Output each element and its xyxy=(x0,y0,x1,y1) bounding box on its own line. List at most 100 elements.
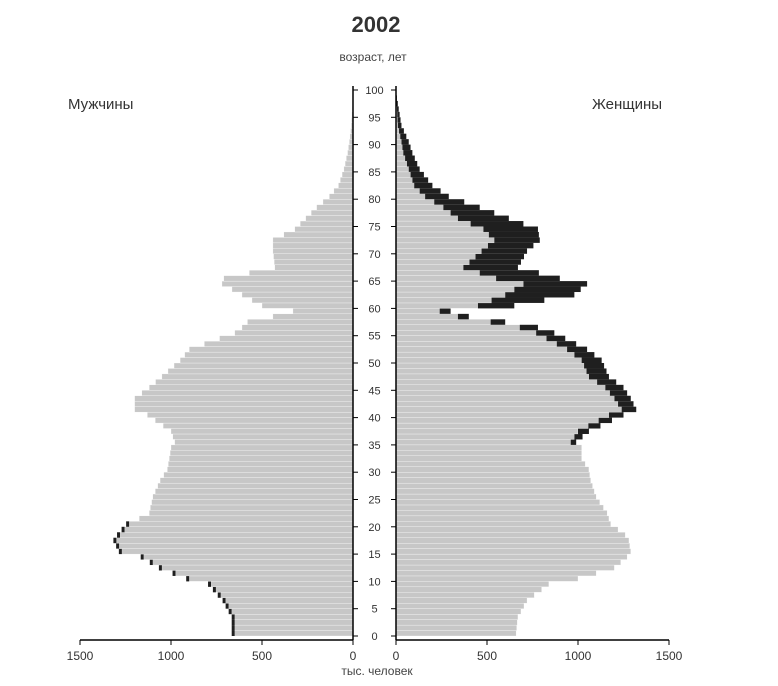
men-bar-age-77 xyxy=(310,209,354,216)
women-excess-bar-age-53 xyxy=(556,341,577,347)
age-tick-label-40: 40 xyxy=(368,413,380,425)
women-bar-age-31 xyxy=(395,461,586,467)
women-bar-age-72 xyxy=(395,237,495,244)
women-excess-bar-age-44 xyxy=(609,390,628,396)
women-bar-age-7 xyxy=(395,592,535,598)
women-bar-age-15 xyxy=(395,548,631,555)
women-bar-age-18 xyxy=(395,532,626,538)
men-bar-age-75 xyxy=(300,220,354,227)
women-bar-age-0 xyxy=(395,630,517,637)
age-tick-label-65: 65 xyxy=(368,276,380,288)
age-tick-label-0: 0 xyxy=(371,631,377,643)
women-excess-bar-age-89 xyxy=(402,144,411,151)
men-bar-age-58 xyxy=(272,313,354,320)
women-bar-age-12 xyxy=(395,564,615,571)
women-bar-age-88 xyxy=(395,149,404,156)
women-excess-bar-age-77 xyxy=(450,210,495,216)
men-bar-age-27 xyxy=(157,482,354,489)
women-bar-age-5 xyxy=(395,603,525,609)
women-excess-bar-age-75 xyxy=(470,221,524,227)
age-tick-label-20: 20 xyxy=(368,522,380,534)
women-bar-age-65 xyxy=(395,275,497,282)
women-bar-age-8 xyxy=(395,586,542,593)
men-bar-age-14 xyxy=(143,553,354,560)
women-bar-age-21 xyxy=(395,515,610,522)
women-excess-bar-age-43 xyxy=(614,395,631,402)
women-excess-bar-age-52 xyxy=(567,346,588,353)
men-bar-age-57 xyxy=(247,319,354,325)
women-bar-age-67 xyxy=(395,264,464,271)
women-bar-age-61 xyxy=(395,297,492,304)
men-bar-age-71 xyxy=(272,242,354,249)
men-bar-age-20 xyxy=(128,521,354,527)
men-cap-age-14 xyxy=(140,554,144,560)
women-bar-age-63 xyxy=(395,286,515,293)
women-bar-age-75 xyxy=(395,220,471,227)
men-cap-age-18 xyxy=(117,532,121,538)
women-bar-age-17 xyxy=(395,537,630,544)
women-bar-age-81 xyxy=(395,188,420,194)
women-excess-bar-age-76 xyxy=(457,215,509,222)
women-bar-age-53 xyxy=(395,341,557,347)
women-excess-bar-age-37 xyxy=(578,428,589,434)
men-bar-age-63 xyxy=(231,286,354,293)
men-cap-age-5 xyxy=(225,603,229,609)
men-bar-age-8 xyxy=(215,586,354,593)
men-bar-age-83 xyxy=(340,177,354,183)
men-bar-age-28 xyxy=(159,477,354,484)
men-bar-age-15 xyxy=(121,548,354,555)
women-bar-age-45 xyxy=(395,384,606,391)
women-excess-bar-age-78 xyxy=(443,204,480,211)
women-bar-age-40 xyxy=(395,411,610,418)
women-bar-age-55 xyxy=(395,330,537,336)
women-bar-age-47 xyxy=(395,373,590,380)
women-excess-bar-age-72 xyxy=(494,237,540,243)
age-tick-label-5: 5 xyxy=(371,604,377,616)
men-bar-age-44 xyxy=(141,390,354,396)
men-cap-age-2 xyxy=(231,619,235,626)
men-cap-age-20 xyxy=(126,521,130,527)
age-tick-label-85: 85 xyxy=(368,167,380,179)
men-bar-age-46 xyxy=(155,379,354,385)
women-bar-age-49 xyxy=(395,362,585,369)
men-bar-age-80 xyxy=(329,193,354,200)
men-bar-age-78 xyxy=(316,204,354,211)
women-excess-bar-age-66 xyxy=(479,270,539,276)
women-bar-age-62 xyxy=(395,291,506,298)
women-bar-age-86 xyxy=(395,160,408,167)
women-bar-age-37 xyxy=(395,428,579,435)
women-bar-age-76 xyxy=(395,215,459,222)
women-excess-bar-age-64 xyxy=(523,281,588,287)
men-cap-age-17 xyxy=(113,537,117,544)
men-cap-age-1 xyxy=(231,625,235,631)
women-excess-bar-age-50 xyxy=(581,357,602,363)
women-excess-bar-age-48 xyxy=(586,368,607,374)
women-bar-age-82 xyxy=(395,182,415,189)
age-tick-label-70: 70 xyxy=(368,249,380,261)
men-bar-age-13 xyxy=(152,559,354,566)
men-bar-age-41 xyxy=(134,406,354,413)
women-excess-bar-age-93 xyxy=(397,122,402,129)
women-bar-age-60 xyxy=(395,302,479,309)
women-bar-age-38 xyxy=(395,422,589,429)
men-bar-age-43 xyxy=(134,395,354,402)
men-bar-age-69 xyxy=(273,253,354,260)
men-bar-age-17 xyxy=(116,537,354,544)
men-cap-age-19 xyxy=(121,526,125,533)
men-bar-age-11 xyxy=(175,570,354,577)
men-cap-age-10 xyxy=(186,575,190,582)
women-bar-age-69 xyxy=(395,253,476,260)
men-cap-age-6 xyxy=(222,597,226,604)
women-excess-bar-age-39 xyxy=(598,417,612,424)
men-bar-age-84 xyxy=(341,171,354,178)
men-bar-age-21 xyxy=(138,515,354,522)
age-tick-label-35: 35 xyxy=(368,440,380,452)
women-excess-bar-age-88 xyxy=(403,150,413,156)
women-bar-age-33 xyxy=(395,450,582,456)
men-bar-age-51 xyxy=(184,351,354,358)
men-bar-age-45 xyxy=(149,384,354,391)
men-bar-age-6 xyxy=(225,597,354,604)
men-cap-age-4 xyxy=(228,608,232,615)
women-excess-bar-age-85 xyxy=(408,166,420,172)
women-excess-bar-age-54 xyxy=(546,335,566,342)
